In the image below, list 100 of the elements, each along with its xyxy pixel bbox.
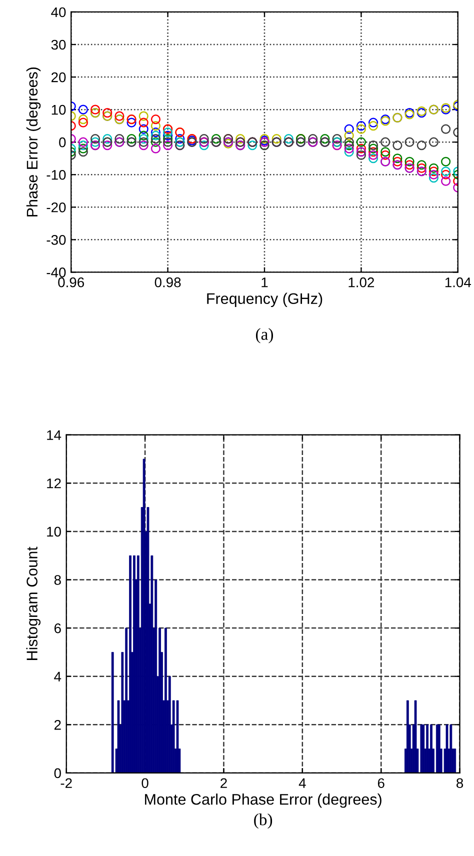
y-tick-label: 0 xyxy=(54,768,61,778)
x-tick-label: 0.96 xyxy=(58,277,84,288)
point xyxy=(78,140,88,150)
point xyxy=(163,140,173,150)
point xyxy=(356,144,366,154)
point xyxy=(344,144,354,154)
point xyxy=(138,140,148,150)
point xyxy=(416,163,426,173)
point xyxy=(441,156,451,166)
point xyxy=(163,134,173,144)
point xyxy=(150,134,160,144)
point xyxy=(284,134,294,144)
x-tick-label: 1.04 xyxy=(445,277,471,288)
point xyxy=(272,134,282,144)
x-tick-label: 0 xyxy=(142,778,148,788)
y-tick-label: 30 xyxy=(51,40,66,50)
point xyxy=(138,118,148,128)
point xyxy=(416,140,426,150)
point xyxy=(163,137,173,147)
point xyxy=(102,140,112,150)
point xyxy=(428,166,438,176)
point xyxy=(368,121,378,131)
y-tick-label: 10 xyxy=(47,526,61,537)
point xyxy=(102,108,112,118)
point xyxy=(404,156,414,166)
y-tick-label: 4 xyxy=(54,672,62,682)
point xyxy=(138,134,148,144)
text: (b) xyxy=(254,814,272,829)
point xyxy=(344,137,354,147)
point xyxy=(356,150,366,160)
x-tick-label: 8 xyxy=(456,778,464,788)
point xyxy=(138,111,148,121)
point xyxy=(114,134,124,144)
point xyxy=(404,160,414,170)
point xyxy=(368,154,378,164)
x-tick-label: 2 xyxy=(220,778,227,788)
y-tick-label: 6 xyxy=(54,623,61,634)
point xyxy=(441,124,451,134)
x-axis-title: Monte Carlo Phase Error (degrees) xyxy=(145,794,382,808)
point xyxy=(332,134,342,144)
point xyxy=(78,104,88,114)
point xyxy=(150,121,160,131)
point xyxy=(199,140,209,150)
point xyxy=(150,144,160,154)
point xyxy=(78,118,88,128)
y-tick-label: 14 xyxy=(47,430,62,440)
x-tick-label: 1.02 xyxy=(348,277,374,288)
point xyxy=(392,140,402,150)
point xyxy=(356,121,366,131)
point xyxy=(344,130,354,140)
point xyxy=(368,147,378,157)
point xyxy=(78,114,88,124)
point xyxy=(150,137,160,147)
point xyxy=(126,134,136,144)
point xyxy=(78,144,88,154)
point xyxy=(138,130,148,140)
point xyxy=(138,124,148,134)
point xyxy=(175,134,185,144)
point xyxy=(90,134,100,144)
text: (a) xyxy=(256,328,274,344)
point xyxy=(392,156,402,166)
point xyxy=(138,137,148,147)
y-tick-label: 8 xyxy=(54,575,61,585)
y-tick-label: 2 xyxy=(54,720,61,730)
point xyxy=(102,134,112,144)
y-axis-title: Phase Error (degrees) xyxy=(26,67,41,216)
point xyxy=(320,134,330,144)
point xyxy=(344,124,354,134)
point xyxy=(163,128,173,138)
point xyxy=(90,137,100,147)
point xyxy=(392,154,402,164)
point xyxy=(428,173,438,183)
point xyxy=(150,128,160,138)
point xyxy=(441,176,451,186)
x-tick-label: -2 xyxy=(60,778,72,788)
point xyxy=(78,147,88,157)
point xyxy=(380,150,390,160)
point xyxy=(163,130,173,140)
y-tick-label: -20 xyxy=(46,202,66,212)
point xyxy=(308,134,318,144)
x-tick-label: 0.98 xyxy=(154,277,181,288)
point xyxy=(344,147,354,157)
point xyxy=(150,130,160,140)
y-tick-label: 0 xyxy=(59,137,66,148)
point xyxy=(150,114,160,124)
x-tick-label: 6 xyxy=(378,778,384,788)
x-tick-label: 1 xyxy=(262,278,268,288)
point xyxy=(236,134,246,144)
x-axis-title: Frequency (GHz) xyxy=(207,292,322,308)
y-tick-label: 20 xyxy=(51,72,66,82)
point xyxy=(368,140,378,150)
y-tick-label: -40 xyxy=(46,268,66,278)
x-tick-label: 4 xyxy=(298,778,306,788)
point xyxy=(90,104,100,114)
point xyxy=(211,134,221,144)
point xyxy=(368,150,378,160)
point xyxy=(416,160,426,170)
y-tick-label: 10 xyxy=(52,104,66,115)
point xyxy=(428,163,438,173)
y-tick-label: 40 xyxy=(51,7,66,18)
